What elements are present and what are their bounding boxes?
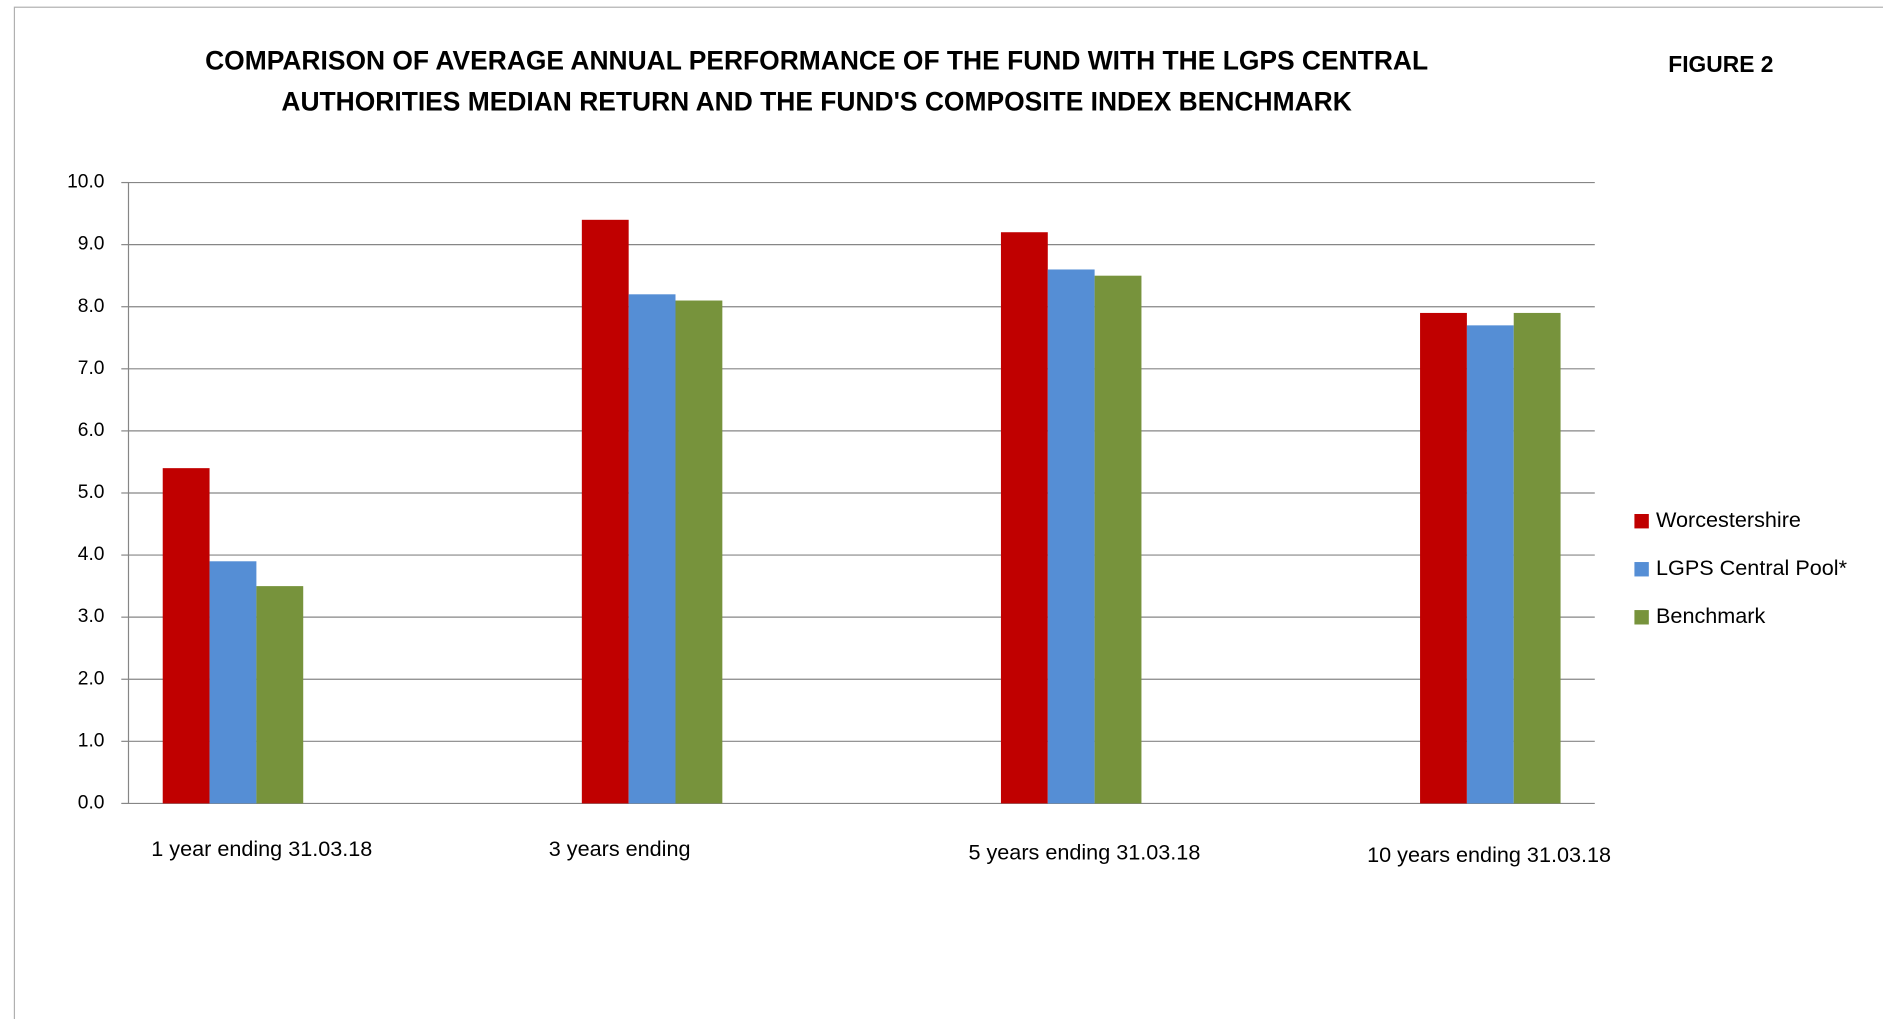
y-tick-label: 3.0 <box>78 606 105 627</box>
y-tick-label: 5.0 <box>78 482 105 503</box>
legend-label: LGPS Central Pool* <box>1656 555 1848 580</box>
y-tick-label: 0.0 <box>78 792 105 813</box>
bar <box>1094 275 1142 804</box>
y-tick-label: 7.0 <box>78 358 105 379</box>
x-tick-label: 3 years ending <box>549 836 691 861</box>
bar <box>581 219 629 804</box>
bar <box>1000 232 1048 804</box>
x-tick-label: 5 years ending 31.03.18 <box>968 840 1200 865</box>
bar <box>1466 325 1514 804</box>
chart-frame <box>13 6 1883 1019</box>
legend-label: Benchmark <box>1656 603 1765 628</box>
legend-label: Worcestershire <box>1656 507 1801 532</box>
x-tick-label: 10 years ending 31.03.18 <box>1367 842 1611 867</box>
x-tick-label: 1 year ending 31.03.18 <box>151 836 372 861</box>
y-tick-label: 2.0 <box>78 668 105 689</box>
y-tick-label: 6.0 <box>78 420 105 441</box>
bar <box>1420 312 1467 804</box>
bar <box>675 300 723 804</box>
legend-swatch <box>1634 610 1649 625</box>
y-tick-label: 4.0 <box>78 544 105 565</box>
bar <box>162 468 210 804</box>
chart-title: AUTHORITIES MEDIAN RETURN AND THE FUND'S… <box>281 86 1351 116</box>
legend-swatch <box>1634 562 1649 577</box>
bar <box>1513 312 1561 804</box>
y-tick-label: 1.0 <box>78 730 105 751</box>
bar <box>209 561 257 804</box>
figure-label: FIGURE 2 <box>1668 51 1773 77</box>
chart-title: COMPARISON OF AVERAGE ANNUAL PERFORMANCE… <box>205 45 1428 75</box>
legend-swatch <box>1634 514 1649 529</box>
bar <box>1047 269 1095 804</box>
bar <box>628 294 676 804</box>
y-tick-label: 8.0 <box>78 296 105 317</box>
y-tick-label: 10.0 <box>67 172 104 193</box>
bar <box>256 586 304 804</box>
y-tick-label: 9.0 <box>78 234 105 255</box>
